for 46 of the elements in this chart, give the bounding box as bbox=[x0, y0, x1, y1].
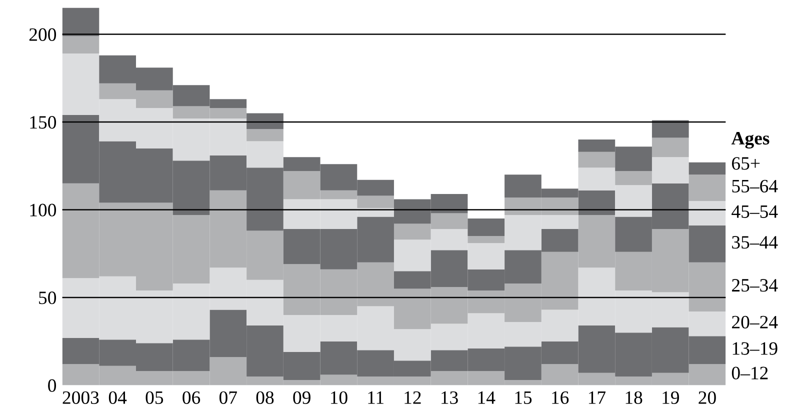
bar bbox=[688, 162, 726, 175]
x-tick-label: 06 bbox=[182, 391, 200, 404]
series-label: 45–54 bbox=[732, 205, 778, 218]
x-tick-label: 05 bbox=[146, 391, 164, 404]
series-label: 20–24 bbox=[732, 316, 778, 328]
series-label: 65+ bbox=[732, 157, 760, 170]
bar bbox=[62, 8, 100, 36]
x-tick-label: 14 bbox=[478, 391, 496, 404]
bar bbox=[652, 138, 689, 158]
series-label: 25–34 bbox=[732, 279, 778, 292]
bar bbox=[246, 129, 284, 142]
bar bbox=[652, 120, 689, 138]
series-label: 13–19 bbox=[732, 342, 778, 355]
bar bbox=[578, 152, 616, 168]
x-tick-label: 18 bbox=[626, 391, 642, 404]
x-tick-label: 09 bbox=[293, 391, 310, 404]
bar bbox=[615, 171, 652, 186]
bar bbox=[688, 174, 726, 201]
series-label: 35–44 bbox=[732, 236, 778, 249]
bar bbox=[688, 200, 726, 226]
bar bbox=[652, 157, 689, 184]
x-tick-label: 20 bbox=[698, 391, 716, 404]
series-label: 55–64 bbox=[732, 180, 778, 192]
series-label: 0–12 bbox=[732, 366, 768, 380]
legend-title: Ages bbox=[731, 132, 770, 149]
y-tick-label: 150 bbox=[30, 116, 56, 129]
x-tick-label: 12 bbox=[404, 391, 421, 404]
x-tick-label: 04 bbox=[108, 391, 127, 404]
x-tick-label: 13 bbox=[442, 391, 458, 404]
x-tick-label: 2003 bbox=[62, 391, 99, 404]
x-tick-label: 11 bbox=[368, 391, 384, 404]
x-tick-label: 10 bbox=[330, 391, 348, 404]
bar bbox=[468, 218, 505, 236]
x-tick-label: 15 bbox=[515, 391, 532, 404]
y-tick-label: 200 bbox=[29, 28, 56, 41]
x-tick-label: 16 bbox=[552, 391, 569, 404]
x-tick-label: 08 bbox=[256, 391, 274, 404]
y-tick-label: 100 bbox=[30, 204, 56, 216]
y-tick-label: 0 bbox=[48, 379, 56, 392]
x-tick-label: 17 bbox=[588, 391, 606, 404]
x-tick-label: 07 bbox=[219, 391, 237, 404]
y-tick-label: 50 bbox=[39, 292, 56, 304]
bar bbox=[62, 36, 100, 54]
x-tick-label: 19 bbox=[662, 391, 679, 404]
bar bbox=[468, 236, 505, 244]
bar bbox=[246, 113, 284, 130]
